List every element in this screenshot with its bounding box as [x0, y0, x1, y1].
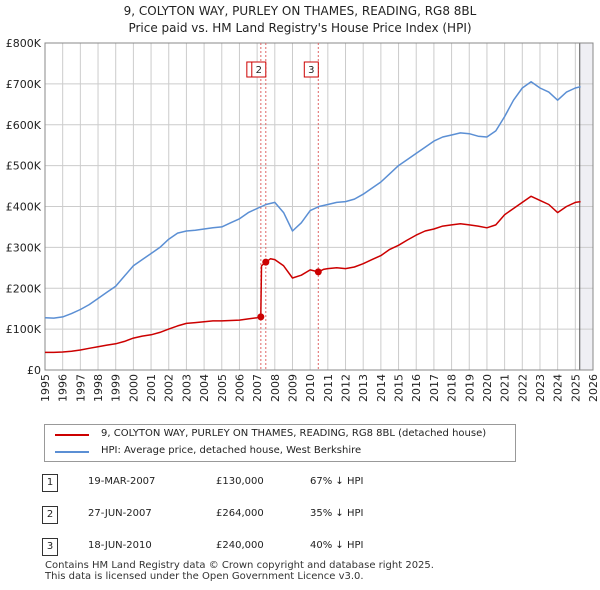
- x-tick-label: 2003: [180, 374, 193, 402]
- y-tick-label: £800K: [6, 37, 42, 50]
- y-tick-label: £700K: [6, 78, 42, 91]
- chart-subtitle: Price paid vs. HM Land Registry's House …: [128, 21, 472, 35]
- y-tick-label: £100K: [6, 323, 42, 336]
- legend-swatch-hpi: [55, 451, 89, 453]
- transaction-number-badge: 1: [42, 474, 58, 492]
- legend-item-hpi: HPI: Average price, detached house, West…: [45, 444, 515, 460]
- x-tick-label: 2005: [216, 374, 229, 402]
- legend-label-property: 9, COLYTON WAY, PURLEY ON THAMES, READIN…: [101, 428, 487, 439]
- transaction-price: £264,000: [216, 508, 264, 519]
- transaction-date: 19-MAR-2007: [88, 476, 156, 487]
- y-tick-label: £500K: [6, 160, 42, 173]
- x-tick-label: 2024: [552, 374, 565, 402]
- transaction-label-box: [303, 61, 319, 78]
- transaction-label-box: [251, 61, 267, 78]
- y-tick-label: £600K: [6, 119, 42, 132]
- transaction-row: 3 18-JUN-2010 £240,000 40% ↓ HPI: [42, 538, 442, 556]
- transaction-hpi-diff: 67% ↓ HPI: [310, 476, 364, 487]
- x-tick-label: 2013: [357, 374, 370, 402]
- property-series-line: [45, 195, 581, 354]
- x-tick-label: 1999: [110, 374, 123, 402]
- x-tick-label: 2011: [322, 374, 335, 402]
- x-tick-label: 2018: [446, 374, 459, 402]
- x-tick-label: 2000: [127, 374, 140, 402]
- y-tick-label: £200K: [6, 282, 42, 295]
- x-tick-label: 2012: [340, 374, 353, 402]
- transaction-label-number: 2: [256, 65, 262, 76]
- x-tick-label: 2010: [304, 374, 317, 402]
- footer-licence: This data is licensed under the Open Gov…: [45, 571, 364, 582]
- x-tick-label: 2023: [534, 374, 547, 402]
- x-tick-label: 1998: [92, 374, 105, 402]
- footer-copyright: Contains HM Land Registry data © Crown c…: [45, 560, 434, 571]
- x-tick-label: 2007: [251, 374, 264, 402]
- x-tick-label: 2015: [393, 374, 406, 402]
- transaction-point: [257, 313, 265, 321]
- x-tick-label: 2002: [163, 374, 176, 402]
- x-tick-label: 2001: [145, 374, 158, 402]
- transaction-point: [262, 258, 270, 266]
- transaction-label-number: 3: [308, 65, 314, 76]
- x-tick-label: 2026: [587, 374, 600, 402]
- x-tick-label: 1997: [74, 374, 87, 402]
- transaction-price: £240,000: [216, 540, 264, 551]
- x-tick-label: 2020: [481, 374, 494, 402]
- x-tick-label: 2021: [499, 374, 512, 402]
- x-tick-label: 2008: [269, 374, 282, 402]
- chart-legend: 9, COLYTON WAY, PURLEY ON THAMES, READIN…: [44, 424, 516, 462]
- x-tick-label: 2022: [516, 374, 529, 402]
- x-tick-label: 2014: [375, 374, 388, 402]
- transaction-hpi-diff: 35% ↓ HPI: [310, 508, 364, 519]
- transaction-row: 1 19-MAR-2007 £130,000 67% ↓ HPI: [42, 474, 442, 492]
- hpi-series-line: [44, 81, 581, 319]
- legend-swatch-property: [55, 434, 89, 436]
- transaction-date: 27-JUN-2007: [88, 508, 152, 519]
- transaction-price: £130,000: [216, 476, 264, 487]
- transaction-point: [314, 268, 322, 276]
- transaction-number-badge: 3: [42, 538, 58, 556]
- x-tick-label: 1996: [57, 374, 70, 402]
- transaction-number-badge: 2: [42, 506, 58, 524]
- transaction-row: 2 27-JUN-2007 £264,000 35% ↓ HPI: [42, 506, 442, 524]
- legend-item-property: 9, COLYTON WAY, PURLEY ON THAMES, READIN…: [45, 427, 515, 443]
- x-tick-label: 2017: [428, 374, 441, 402]
- plot-border: [44, 42, 594, 371]
- x-tick-label: 2016: [410, 374, 423, 402]
- x-tick-label: 1995: [39, 374, 52, 402]
- x-tick-label: 2025: [569, 374, 582, 402]
- legend-label-hpi: HPI: Average price, detached house, West…: [101, 445, 362, 456]
- y-tick-label: £0: [27, 364, 41, 377]
- x-tick-label: 2019: [463, 374, 476, 402]
- x-tick-label: 2009: [286, 374, 299, 402]
- chart-title-address: 9, COLYTON WAY, PURLEY ON THAMES, READIN…: [123, 4, 477, 18]
- price-chart: £0 £100K £200K £300K £400K £500K £600K £700K £80…: [6, 37, 600, 402]
- transaction-date: 18-JUN-2010: [88, 540, 152, 551]
- x-tick-label: 2004: [198, 374, 211, 402]
- y-tick-label: £300K: [6, 241, 42, 254]
- y-tick-label: £400K: [6, 201, 42, 214]
- transaction-hpi-diff: 40% ↓ HPI: [310, 540, 364, 551]
- x-tick-label: 2006: [233, 374, 246, 402]
